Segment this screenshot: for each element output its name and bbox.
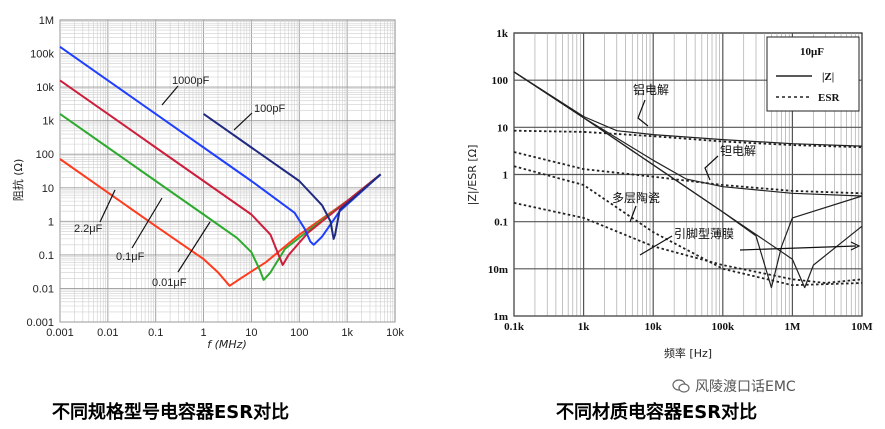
y-tick-label: 100 bbox=[492, 75, 509, 87]
x-tick-label: 1M bbox=[784, 321, 801, 333]
x-tick-label: 1k bbox=[341, 327, 353, 339]
left-ylabel: 阻抗 (Ω) bbox=[11, 159, 25, 202]
series-0.1μF bbox=[59, 113, 382, 281]
arrow-film-right bbox=[739, 245, 857, 251]
y-tick-label: 0.1 bbox=[39, 250, 54, 262]
label-mlcc: 多层陶瓷 bbox=[612, 190, 660, 205]
x-tick-label: 100 bbox=[290, 327, 308, 339]
series-100pF bbox=[203, 113, 382, 240]
watermark-text: 风陵渡口话EMC bbox=[695, 379, 796, 395]
watermark: 风陵渡口话EMC bbox=[672, 376, 796, 396]
y-tick-label: 0.1 bbox=[494, 217, 508, 229]
arrow-film bbox=[639, 235, 673, 256]
y-tick-label: 1 bbox=[503, 170, 509, 182]
x-tick-label: 0.1 bbox=[148, 327, 163, 339]
label-2-2uf: 2.2μF bbox=[74, 223, 103, 235]
label-1000pf: 1000pF bbox=[172, 75, 210, 87]
arrow-1000pf bbox=[161, 85, 179, 106]
y-tick-label: 1k bbox=[496, 28, 509, 40]
label-0-01uf: 0.01μF bbox=[152, 277, 187, 289]
x-tick-label: 1 bbox=[201, 327, 207, 339]
right-legend: 10μF |Z| ESR bbox=[766, 36, 860, 112]
label-aluminum: 铝电解 bbox=[633, 82, 669, 97]
legend-box bbox=[766, 36, 860, 112]
right-xlabel: 频率 [Hz] bbox=[664, 346, 712, 360]
x-tick-label: 1k bbox=[578, 321, 591, 333]
legend-z: |Z| bbox=[822, 71, 834, 83]
y-tick-label: 100 bbox=[36, 149, 54, 161]
label-0-1uf: 0.1μF bbox=[116, 251, 145, 263]
x-tick-label: 0.001 bbox=[46, 327, 74, 339]
y-tick-label: 0.01 bbox=[33, 283, 54, 295]
series-2.2μF bbox=[59, 158, 382, 287]
arrow-aluminum bbox=[637, 99, 649, 127]
left-caption: 不同规格型号电容器ESR对比 bbox=[52, 402, 290, 423]
x-tick-label: 10M bbox=[851, 321, 873, 333]
arrow-tantalum bbox=[704, 155, 719, 181]
arrow-0-01uf bbox=[177, 221, 211, 273]
left-xlabel: f (MHz) bbox=[207, 338, 247, 351]
series-0.01μF bbox=[59, 79, 382, 266]
arrow-100pf bbox=[233, 112, 253, 131]
x-tick-label: 100k bbox=[711, 321, 735, 333]
left-annotations: 1000pF 100pF 2.2μF 0.1μF 0.01μF bbox=[74, 75, 285, 289]
y-tick-label: 0.001 bbox=[26, 317, 54, 329]
series-钽电解-ESR bbox=[513, 151, 863, 195]
arrow-2-2uf bbox=[99, 189, 116, 223]
x-tick-label: 10k bbox=[645, 321, 663, 333]
series-引脚型薄膜-zZz bbox=[513, 71, 863, 289]
arrow-mlcc bbox=[629, 205, 637, 223]
arrow-0-1uf bbox=[131, 197, 163, 249]
left-plot-area bbox=[59, 19, 396, 323]
right-annotations: 铝电解 钽电解 多层陶瓷 引脚型薄膜 bbox=[612, 82, 861, 256]
legend-esr: ESR bbox=[818, 92, 840, 104]
y-tick-label: 10 bbox=[497, 122, 509, 134]
series-多层陶瓷-ESR bbox=[513, 165, 863, 287]
left-curves bbox=[59, 45, 382, 287]
right-grid bbox=[513, 33, 862, 317]
right-chart: 1k 100 10 1 0.1 10m 1m0.1k 1k 10k 100k 1M 10M |Z|/E… bbox=[466, 28, 873, 360]
right-ylabel: |Z|/ESR [Ω] bbox=[466, 145, 479, 206]
right-tick-labels: 1k 100 10 1 0.1 10m 1m0.1k 1k 10k 100k 1M 10M bbox=[488, 28, 873, 333]
label-tantalum: 钽电解 bbox=[720, 144, 756, 158]
label-100pf: 100pF bbox=[254, 103, 285, 115]
series-1000pF bbox=[59, 45, 382, 246]
series-铝电解-ESR bbox=[513, 129, 863, 149]
y-tick-label: 1 bbox=[48, 216, 54, 228]
y-tick-label: 10 bbox=[42, 183, 54, 195]
label-film: 引脚型薄膜 bbox=[674, 226, 734, 241]
x-tick-label: 0.1k bbox=[504, 321, 525, 333]
arrowhead-film-right bbox=[850, 241, 861, 251]
wechat-icon bbox=[672, 379, 690, 393]
right-curves bbox=[513, 71, 863, 289]
x-tick-label: 0.01 bbox=[97, 327, 118, 339]
y-tick-label: 1k bbox=[42, 116, 54, 128]
y-tick-label: 10k bbox=[36, 82, 54, 94]
x-tick-label: 10k bbox=[386, 327, 404, 339]
series-铝电解-zZz bbox=[513, 71, 863, 147]
legend-title: 10μF bbox=[800, 46, 824, 58]
y-tick-label: 100k bbox=[30, 49, 54, 61]
series-引脚型薄膜-ESR bbox=[513, 202, 863, 284]
left-grid bbox=[59, 20, 395, 323]
right-caption: 不同材质电容器ESR对比 bbox=[556, 402, 758, 423]
x-tick-label: 10 bbox=[245, 327, 257, 339]
y-tick-label: 1m bbox=[493, 311, 508, 323]
y-tick-label: 10m bbox=[488, 264, 508, 276]
y-tick-label: 1M bbox=[39, 15, 54, 27]
